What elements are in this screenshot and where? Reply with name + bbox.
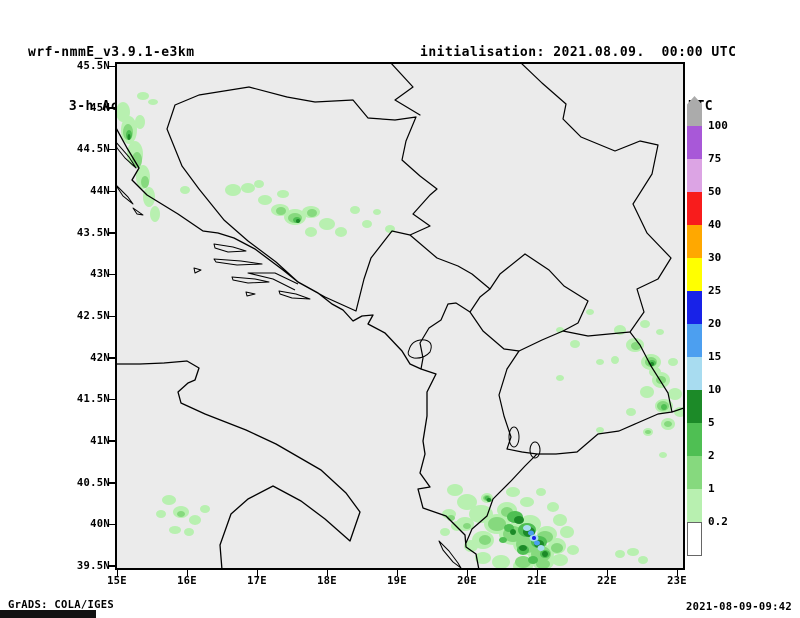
colorbar-segment: [687, 225, 702, 258]
lon-axis-label: 19E: [387, 575, 407, 587]
lat-axis-tick: [108, 273, 115, 276]
lat-axis-label: 45.5N: [76, 60, 110, 73]
lat-axis-tick: [108, 315, 115, 318]
lat-axis-tick: [108, 190, 115, 193]
lon-axis-tick: [396, 570, 398, 576]
colorbar-tick-label: 100: [708, 119, 728, 132]
colorbar-tick-label: 75: [708, 152, 722, 165]
lat-axis-tick: [108, 565, 115, 567]
colorbar-tick-label: 30: [708, 251, 722, 264]
country-borders: [166, 63, 684, 544]
lat-axis-label: 41.5N: [76, 393, 110, 406]
lon-axis-label: 15E: [107, 575, 127, 587]
lat-axis-label: 41N: [90, 434, 110, 447]
lon-axis-label: 17E: [247, 575, 267, 587]
colorbar-tick-label: 40: [708, 218, 722, 231]
lon-axis-tick: [606, 570, 608, 576]
map-background: [116, 63, 684, 569]
lat-axis-label: 42N: [90, 351, 110, 364]
colorbar-tick-label: 2: [708, 449, 715, 462]
lon-axis-label: 23E: [667, 575, 687, 587]
lat-axis-tick: [108, 523, 115, 526]
grads-credit: GrADS: COLA/IGES: [8, 599, 114, 611]
colorbar-segment: [687, 390, 702, 423]
lat-axis-tick: [108, 398, 115, 401]
bottom-left-bar: [0, 610, 96, 618]
lat-axis-label: 44N: [90, 185, 110, 198]
colorbar-segment: [687, 159, 702, 192]
colorbar-segment: [687, 291, 702, 324]
lon-axis-label: 20E: [457, 575, 477, 587]
lat-axis-tick: [108, 440, 115, 442]
colorbar-tick-label: 5: [708, 416, 715, 429]
lat-axis-label: 44.5N: [76, 143, 110, 156]
colorbar-segment: [687, 489, 702, 522]
lon-axis-tick: [466, 570, 468, 576]
model-name: wrf-nmmE_v3.9.1-e3km: [28, 45, 195, 60]
map-canvas: [115, 62, 685, 570]
lat-axis-tick: [108, 65, 115, 68]
generation-timestamp: 2021-08-09-09:42: [686, 601, 792, 613]
lat-axis-label: 45N: [90, 101, 110, 114]
lon-axis-label: 21E: [527, 575, 547, 587]
colorbar-segment: [687, 258, 702, 291]
precip-shading-level-5: [523, 525, 545, 551]
lon-axis-tick: [536, 570, 538, 576]
precip-shading-level-4: [127, 134, 654, 557]
lat-axis-label: 40.5N: [76, 476, 110, 489]
colorbar-tick-label: 1: [708, 482, 715, 495]
lon-axis-label: 22E: [597, 575, 617, 587]
lat-axis-tick: [108, 357, 115, 359]
colorbar-segment: [687, 357, 702, 390]
map-frame: [115, 62, 685, 570]
colorbar-tick-label: 0.2: [708, 515, 728, 528]
map-plot-area: [115, 62, 685, 570]
colorbar-segment: [687, 456, 702, 489]
lat-axis-label: 43.5N: [76, 226, 110, 239]
lat-axis-tick: [108, 482, 115, 484]
lat-axis-tick: [108, 232, 115, 234]
colorbar-segment: [687, 126, 702, 159]
colorbar-segment: [687, 192, 702, 225]
lat-axis-tick: [108, 107, 115, 109]
colorbar-segment: [687, 522, 702, 556]
islands: [116, 141, 462, 569]
lon-axis-tick: [326, 570, 328, 576]
lat-axis-tick: [108, 148, 115, 151]
colorbar-segment: [687, 324, 702, 357]
colorbar-segment: [687, 96, 702, 126]
precipitation-colorbar: 100 75 50 40 30 25 20 15 10 5 2 1 0.2: [687, 96, 728, 576]
lon-axis-label: 18E: [317, 575, 337, 587]
colorbar-tick-label: 20: [708, 317, 722, 330]
colorbar-tick-label: 15: [708, 350, 722, 363]
colorbar-tick-label: 25: [708, 284, 722, 297]
lakes: [407, 339, 541, 459]
initialisation-time: initialisation: 2021.08.09. 00:00 UTC: [420, 45, 737, 60]
lon-axis-tick: [676, 570, 678, 576]
lat-axis-label: 39.5N: [76, 559, 110, 572]
lon-axis-tick: [186, 570, 188, 576]
lon-axis-tick: [256, 570, 258, 576]
colorbar-tick-label: 50: [708, 185, 722, 198]
lon-axis-label: 16E: [177, 575, 197, 587]
lat-axis-label: 42.5N: [76, 310, 110, 323]
colorbar-tick-label: 10: [708, 383, 722, 396]
lat-axis-label: 40N: [90, 518, 110, 531]
lon-axis-tick: [116, 570, 118, 576]
colorbar-segment: [687, 423, 702, 456]
precip-shading-level-6: [528, 530, 540, 546]
lat-axis-label: 43N: [90, 268, 110, 281]
coastlines: [116, 126, 480, 569]
precip-shading-level-7: [532, 536, 536, 540]
